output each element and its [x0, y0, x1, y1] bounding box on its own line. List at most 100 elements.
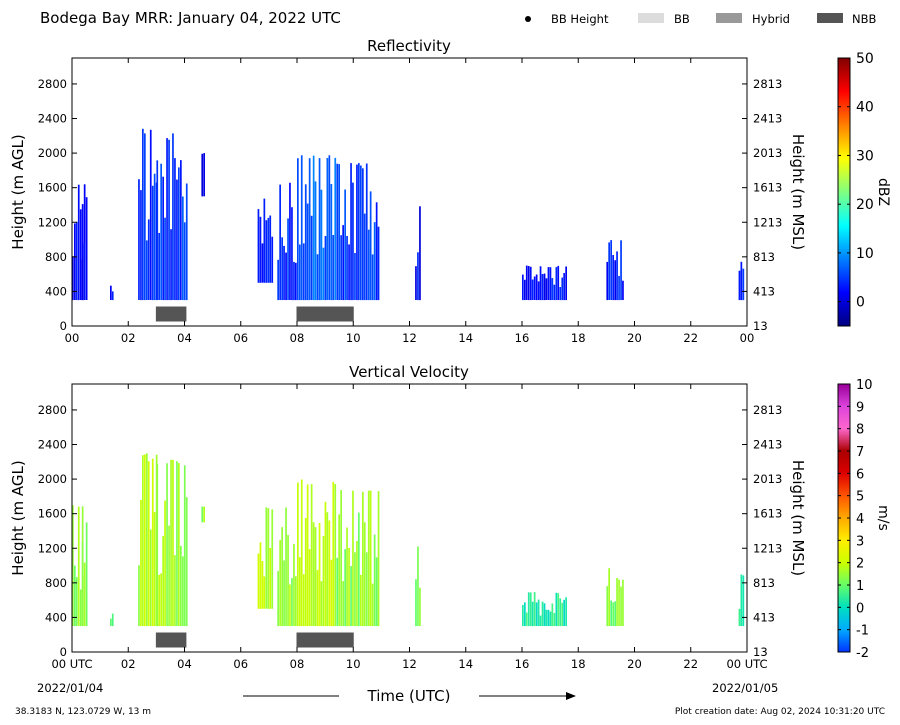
- reflectivity-panel: Reflectivity Height (m AGL) Height (m MS…: [9, 37, 891, 345]
- echo-column: [316, 254, 319, 301]
- echo-column: [369, 490, 372, 627]
- echo-column: [377, 226, 380, 301]
- echo-column: [201, 153, 204, 197]
- x-tick-label: 10: [346, 657, 361, 671]
- y-tick-label: 2000: [38, 472, 67, 486]
- echo-column: [75, 577, 78, 627]
- reflectivity-title: Reflectivity: [367, 37, 451, 55]
- echo-column: [565, 266, 567, 301]
- x-tick-label: 18: [571, 657, 586, 671]
- bright-band-box-nbb: [296, 632, 354, 648]
- echo-column: [620, 586, 622, 626]
- x-tick-label: 06: [233, 331, 248, 345]
- echo-column: [531, 279, 534, 300]
- colorbar-tick-label: 20: [856, 197, 874, 213]
- echo-column: [543, 603, 546, 626]
- xlabel-right-arrow-head: [566, 692, 576, 700]
- legend-bb-label: BB: [674, 12, 690, 26]
- echo-column: [306, 484, 309, 627]
- x-tick-label: 10: [346, 331, 361, 345]
- echo-column: [310, 215, 313, 300]
- echo-column: [83, 562, 86, 627]
- echo-segment: [606, 240, 624, 301]
- echo-column: [612, 255, 614, 301]
- legend-nbb-swatch: [817, 13, 843, 23]
- echo-column: [185, 183, 188, 301]
- echo-column: [83, 184, 86, 300]
- echo-column: [183, 222, 186, 301]
- echo-column: [299, 244, 301, 301]
- x-tick-label: 02: [121, 331, 136, 345]
- echo-column: [415, 579, 417, 627]
- echo-column: [178, 167, 180, 301]
- echo-column: [160, 163, 162, 300]
- echo-column: [302, 243, 305, 301]
- echo-column: [545, 278, 548, 300]
- echo-column: [606, 586, 609, 627]
- echo-column: [293, 544, 295, 626]
- echo-column: [606, 261, 609, 301]
- y-tick-label-right: 13: [753, 645, 768, 659]
- echo-column: [172, 459, 174, 626]
- y-tick-label: 2800: [38, 403, 67, 417]
- echo-column: [338, 514, 340, 626]
- vertical-velocity-bright-band-layer: [155, 632, 354, 648]
- footer-location: 38.3183 N, 123.0729 W, 13 m: [15, 707, 151, 717]
- vertical-velocity-colorbar-label: m/s: [875, 505, 891, 531]
- echo-column: [318, 523, 321, 627]
- echo-column: [529, 592, 532, 627]
- echo-column: [525, 265, 528, 300]
- y-tick-label: 1200: [38, 541, 67, 555]
- echo-column: [525, 612, 528, 627]
- echo-column: [138, 565, 140, 627]
- echo-column: [740, 574, 743, 626]
- colorbar-tick-label: -1: [856, 624, 869, 639]
- echo-segment: [156, 133, 188, 301]
- echo-column: [312, 522, 315, 626]
- echo-column: [182, 556, 184, 626]
- echo-column: [79, 209, 82, 300]
- echo-segment: [257, 507, 274, 609]
- echo-segment: [277, 507, 297, 627]
- echo-column: [299, 557, 301, 627]
- echo-column: [158, 233, 160, 300]
- echo-column: [369, 191, 372, 301]
- echo-column: [203, 153, 205, 197]
- echo-segment: [336, 490, 380, 627]
- echo-column: [350, 566, 352, 626]
- echo-column: [326, 158, 329, 300]
- echo-column: [555, 267, 558, 301]
- echo-column: [287, 535, 289, 627]
- echo-column: [279, 540, 281, 627]
- echo-column: [277, 571, 279, 627]
- echo-column: [365, 163, 368, 301]
- echo-segment: [277, 182, 297, 301]
- y-tick-label: 0: [60, 645, 67, 659]
- echo-column: [535, 274, 538, 301]
- echo-segment: [138, 453, 158, 627]
- echo-segment: [522, 265, 567, 301]
- echo-column: [622, 579, 624, 626]
- echo-column: [417, 546, 419, 627]
- echo-column: [350, 163, 352, 301]
- echo-column: [527, 266, 530, 301]
- echo-column: [524, 279, 526, 301]
- echo-column: [312, 155, 315, 301]
- echo-column: [531, 601, 534, 627]
- x-tick-label: 16: [515, 331, 530, 345]
- echo-column: [79, 589, 82, 627]
- echo-column: [545, 609, 548, 627]
- x-tick-label: 20: [627, 331, 642, 345]
- echo-column: [563, 273, 565, 301]
- echo-segment: [110, 285, 114, 301]
- echo-column: [547, 609, 550, 626]
- echo-column: [557, 593, 560, 627]
- echo-column: [555, 592, 558, 626]
- echo-column: [539, 266, 542, 301]
- echo-column: [362, 168, 364, 301]
- echo-column: [151, 458, 154, 627]
- echo-column: [164, 217, 166, 301]
- echo-segment: [257, 198, 274, 283]
- echo-column: [291, 207, 293, 301]
